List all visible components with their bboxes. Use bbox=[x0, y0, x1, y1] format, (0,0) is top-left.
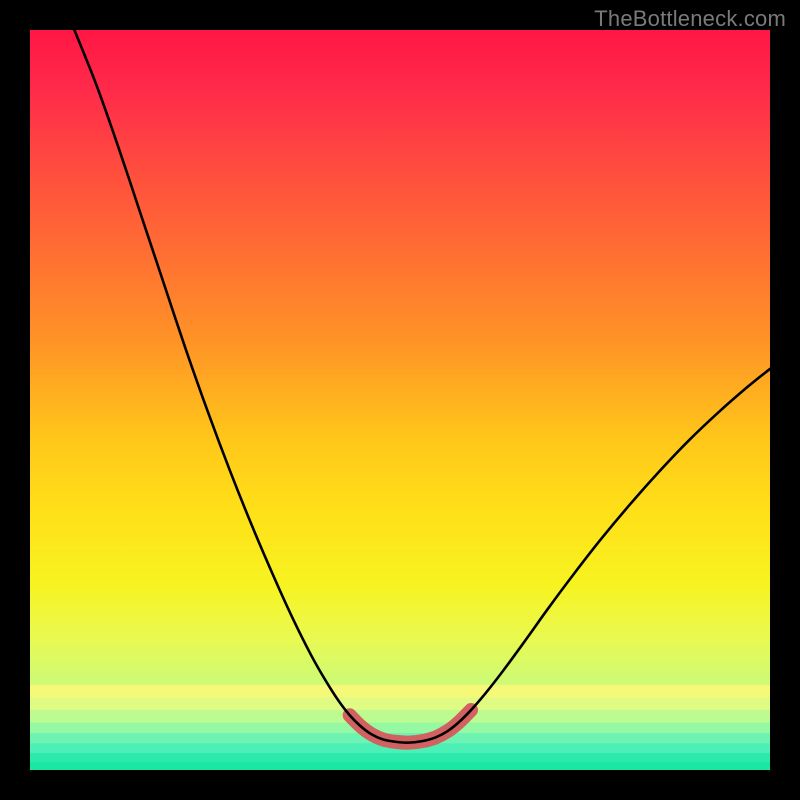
watermark-text: TheBottleneck.com bbox=[594, 6, 786, 32]
plot-area bbox=[30, 30, 770, 770]
frame: TheBottleneck.com bbox=[0, 0, 800, 800]
bottleneck-chart bbox=[30, 30, 770, 770]
